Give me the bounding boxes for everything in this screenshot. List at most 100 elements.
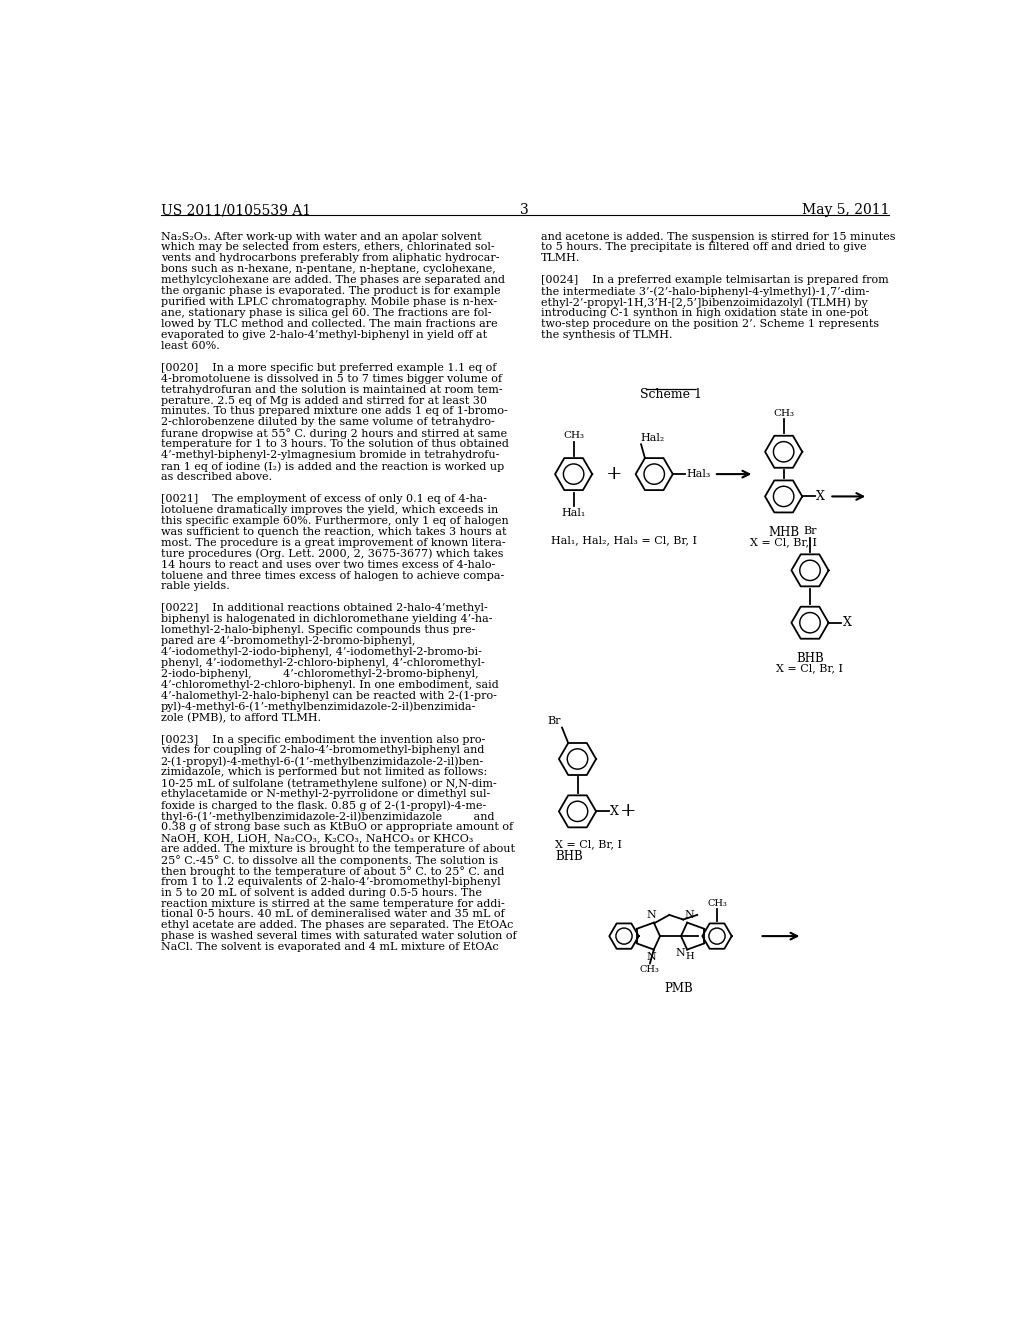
Text: CH₃: CH₃ [639, 965, 659, 974]
Text: CH₃: CH₃ [563, 432, 584, 441]
Text: least 60%.: least 60%. [161, 341, 219, 351]
Text: then brought to the temperature of about 5° C. to 25° C. and: then brought to the temperature of about… [161, 866, 504, 876]
Text: May 5, 2011: May 5, 2011 [802, 203, 889, 216]
Text: N: N [646, 952, 656, 962]
Text: TLMH.: TLMH. [541, 253, 581, 264]
Text: lomethyl-2-halo-biphenyl. Specific compounds thus pre-: lomethyl-2-halo-biphenyl. Specific compo… [161, 626, 475, 635]
Text: lotoluene dramatically improves the yield, which exceeds in: lotoluene dramatically improves the yiel… [161, 506, 498, 515]
Text: introducing C-1 synthon in high oxidation state in one-pot: introducing C-1 synthon in high oxidatio… [541, 308, 868, 318]
Text: perature. 2.5 eq of Mg is added and stirred for at least 30: perature. 2.5 eq of Mg is added and stir… [161, 396, 486, 405]
Text: two-step procedure on the position 2’. Scheme 1 represents: two-step procedure on the position 2’. S… [541, 319, 880, 329]
Text: X = Cl, Br, I: X = Cl, Br, I [751, 537, 817, 548]
Text: X: X [610, 805, 618, 818]
Text: Na₂S₂O₃. After work-up with water and an apolar solvent: Na₂S₂O₃. After work-up with water and an… [161, 231, 481, 242]
Text: tetrahydrofuran and the solution is maintained at room tem-: tetrahydrofuran and the solution is main… [161, 384, 502, 395]
Text: purified with LPLC chromatography. Mobile phase is n-hex-: purified with LPLC chromatography. Mobil… [161, 297, 497, 308]
Text: which may be selected from esters, ethers, chlorinated sol-: which may be selected from esters, ether… [161, 243, 495, 252]
Text: NaOH, KOH, LiOH, Na₂CO₃, K₂CO₃, NaHCO₃ or KHCO₃: NaOH, KOH, LiOH, Na₂CO₃, K₂CO₃, NaHCO₃ o… [161, 833, 473, 843]
Text: 14 hours to react and uses over two times excess of 4-halo-: 14 hours to react and uses over two time… [161, 560, 495, 569]
Text: Hal₁: Hal₁ [561, 508, 586, 517]
Text: Br: Br [547, 715, 560, 726]
Text: CH₃: CH₃ [773, 409, 795, 418]
Text: 4’-methyl-biphenyl-2-ylmagnesium bromide in tetrahydrofu-: 4’-methyl-biphenyl-2-ylmagnesium bromide… [161, 450, 499, 461]
Text: from 1 to 1.2 equivalents of 2-halo-4’-bromomethyl-biphenyl: from 1 to 1.2 equivalents of 2-halo-4’-b… [161, 876, 500, 887]
Text: [0021]    The employment of excess of only 0.1 eq of 4-ha-: [0021] The employment of excess of only … [161, 494, 486, 504]
Text: most. The procedure is a great improvement of known litera-: most. The procedure is a great improveme… [161, 537, 505, 548]
Text: H: H [685, 952, 694, 961]
Text: phase is washed several times with saturated water solution of: phase is washed several times with satur… [161, 932, 516, 941]
Text: [0023]    In a specific embodiment the invention also pro-: [0023] In a specific embodiment the inve… [161, 734, 484, 744]
Text: ethylacetamide or N-methyl-2-pyrrolidone or dimethyl sul-: ethylacetamide or N-methyl-2-pyrrolidone… [161, 789, 489, 799]
Text: biphenyl is halogenated in dichloromethane yielding 4’-ha-: biphenyl is halogenated in dichlorometha… [161, 614, 493, 624]
Text: furane dropwise at 55° C. during 2 hours and stirred at same: furane dropwise at 55° C. during 2 hours… [161, 429, 507, 440]
Text: X = Cl, Br, I: X = Cl, Br, I [555, 840, 622, 849]
Text: 2-(1-propyl)-4-methyl-6-(1’-methylbenzimidazole-2-il)ben-: 2-(1-propyl)-4-methyl-6-(1’-methylbenzim… [161, 756, 483, 767]
Text: phenyl, 4’-iodomethyl-2-chloro-biphenyl, 4’-chloromethyl-: phenyl, 4’-iodomethyl-2-chloro-biphenyl,… [161, 657, 484, 668]
Text: to 5 hours. The precipitate is filtered off and dried to give: to 5 hours. The precipitate is filtered … [541, 243, 866, 252]
Text: ture procedures (Org. Lett. 2000, 2, 3675-3677) which takes: ture procedures (Org. Lett. 2000, 2, 367… [161, 549, 503, 560]
Text: [0020]    In a more specific but preferred example 1.1 eq of: [0020] In a more specific but preferred … [161, 363, 496, 372]
Text: reaction mixture is stirred at the same temperature for addi-: reaction mixture is stirred at the same … [161, 899, 504, 908]
Text: 4’-iodomethyl-2-iodo-biphenyl, 4’-iodomethyl-2-bromo-bi-: 4’-iodomethyl-2-iodo-biphenyl, 4’-iodome… [161, 647, 481, 657]
Text: foxide is charged to the flask. 0.85 g of 2-(1-propyl)-4-me-: foxide is charged to the flask. 0.85 g o… [161, 800, 485, 810]
Text: methylcyclohexane are added. The phases are separated and: methylcyclohexane are added. The phases … [161, 276, 505, 285]
Text: US 2011/0105539 A1: US 2011/0105539 A1 [161, 203, 310, 216]
Text: N: N [646, 911, 656, 920]
Text: ran 1 eq of iodine (I₂) is added and the reaction is worked up: ran 1 eq of iodine (I₂) is added and the… [161, 461, 504, 471]
Text: X: X [816, 490, 825, 503]
Text: 25° C.-45° C. to dissolve all the components. The solution is: 25° C.-45° C. to dissolve all the compon… [161, 855, 498, 866]
Text: BHB: BHB [555, 850, 583, 863]
Text: X = Cl, Br, I: X = Cl, Br, I [776, 664, 844, 673]
Text: 3: 3 [520, 203, 529, 216]
Text: evaporated to give 2-halo-4’methyl-biphenyl in yield off at: evaporated to give 2-halo-4’methyl-biphe… [161, 330, 486, 341]
Text: [0022]    In additional reactions obtained 2-halo-4’methyl-: [0022] In additional reactions obtained … [161, 603, 487, 614]
Text: +: + [620, 803, 636, 820]
Text: Scheme 1: Scheme 1 [640, 388, 701, 401]
Text: toluene and three times excess of halogen to achieve compa-: toluene and three times excess of haloge… [161, 570, 504, 581]
Text: Hal₂: Hal₂ [640, 433, 665, 442]
Text: the intermediate 3’-(2’-halo-biphenyl-4-ylmethyl)-1,7’-dim-: the intermediate 3’-(2’-halo-biphenyl-4-… [541, 286, 869, 297]
Text: thyl-6-(1’-methylbenzimidazole-2-il)benzimidazole         and: thyl-6-(1’-methylbenzimidazole-2-il)benz… [161, 810, 494, 821]
Text: vides for coupling of 2-halo-4’-bromomethyl-biphenyl and: vides for coupling of 2-halo-4’-bromomet… [161, 746, 484, 755]
Text: bons such as n-hexane, n-pentane, n-heptane, cyclohexane,: bons such as n-hexane, n-pentane, n-hept… [161, 264, 496, 275]
Text: in 5 to 20 mL of solvent is added during 0.5-5 hours. The: in 5 to 20 mL of solvent is added during… [161, 887, 481, 898]
Text: the organic phase is evaporated. The product is for example: the organic phase is evaporated. The pro… [161, 286, 500, 296]
Text: 2-iodo-biphenyl,         4’-chloromethyl-2-bromo-biphenyl,: 2-iodo-biphenyl, 4’-chloromethyl-2-bromo… [161, 669, 478, 678]
Text: this specific example 60%. Furthermore, only 1 eq of halogen: this specific example 60%. Furthermore, … [161, 516, 508, 525]
Text: was sufficient to quench the reaction, which takes 3 hours at: was sufficient to quench the reaction, w… [161, 527, 506, 537]
Text: lowed by TLC method and collected. The main fractions are: lowed by TLC method and collected. The m… [161, 319, 498, 329]
Text: and acetone is added. The suspension is stirred for 15 minutes: and acetone is added. The suspension is … [541, 231, 896, 242]
Text: N: N [676, 948, 686, 958]
Text: minutes. To thus prepared mixture one adds 1 eq of 1-bromo-: minutes. To thus prepared mixture one ad… [161, 407, 507, 417]
Text: NaCl. The solvent is evaporated and 4 mL mixture of EtOAc: NaCl. The solvent is evaporated and 4 mL… [161, 942, 499, 952]
Text: 2-chlorobenzene diluted by the same volume of tetrahydro-: 2-chlorobenzene diluted by the same volu… [161, 417, 495, 428]
Text: pyl)-4-methyl-6-(1’-methylbenzimidazole-2-il)benzimida-: pyl)-4-methyl-6-(1’-methylbenzimidazole-… [161, 702, 476, 713]
Text: Hal₃: Hal₃ [687, 469, 711, 479]
Text: vents and hydrocarbons preferably from aliphatic hydrocar-: vents and hydrocarbons preferably from a… [161, 253, 499, 264]
Text: 4’-halomethyl-2-halo-biphenyl can be reacted with 2-(1-pro-: 4’-halomethyl-2-halo-biphenyl can be rea… [161, 690, 497, 701]
Text: BHB: BHB [796, 652, 824, 665]
Text: MHB: MHB [768, 525, 799, 539]
Text: [0024]    In a preferred example telmisartan is prepared from: [0024] In a preferred example telmisarta… [541, 276, 889, 285]
Text: +: + [605, 465, 623, 483]
Text: 4’-chloromethyl-2-chloro-biphenyl. In one embodiment, said: 4’-chloromethyl-2-chloro-biphenyl. In on… [161, 680, 499, 690]
Text: ethyl acetate are added. The phases are separated. The EtOAc: ethyl acetate are added. The phases are … [161, 920, 513, 931]
Text: as described above.: as described above. [161, 473, 271, 482]
Text: pared are 4’-bromomethyl-2-bromo-biphenyl,: pared are 4’-bromomethyl-2-bromo-bipheny… [161, 636, 415, 645]
Text: PMB: PMB [664, 982, 692, 994]
Text: ane, stationary phase is silica gel 60. The fractions are fol-: ane, stationary phase is silica gel 60. … [161, 308, 492, 318]
Text: zole (PMB), to afford TLMH.: zole (PMB), to afford TLMH. [161, 713, 321, 723]
Text: temperature for 1 to 3 hours. To the solution of thus obtained: temperature for 1 to 3 hours. To the sol… [161, 440, 509, 449]
Text: zimidazole, which is performed but not limited as follows:: zimidazole, which is performed but not l… [161, 767, 486, 777]
Text: are added. The mixture is brought to the temperature of about: are added. The mixture is brought to the… [161, 843, 514, 854]
Text: Hal₁, Hal₂, Hal₃ = Cl, Br, I: Hal₁, Hal₂, Hal₃ = Cl, Br, I [551, 536, 697, 545]
Text: ethyl-2’-propyl-1H,3’H-[2,5’]bibenzoimidazolyl (TLMH) by: ethyl-2’-propyl-1H,3’H-[2,5’]bibenzoimid… [541, 297, 867, 308]
Text: 10-25 mL of sulfolane (tetramethylene sulfone) or N,N-dim-: 10-25 mL of sulfolane (tetramethylene su… [161, 779, 497, 789]
Text: X: X [843, 616, 851, 630]
Text: rable yields.: rable yields. [161, 581, 229, 591]
Text: the synthesis of TLMH.: the synthesis of TLMH. [541, 330, 673, 341]
Text: tional 0-5 hours. 40 mL of demineralised water and 35 mL of: tional 0-5 hours. 40 mL of demineralised… [161, 909, 504, 920]
Text: N: N [685, 911, 694, 920]
Text: 0.38 g of strong base such as KtBuO or appropriate amount of: 0.38 g of strong base such as KtBuO or a… [161, 822, 513, 832]
Text: Br: Br [803, 527, 817, 536]
